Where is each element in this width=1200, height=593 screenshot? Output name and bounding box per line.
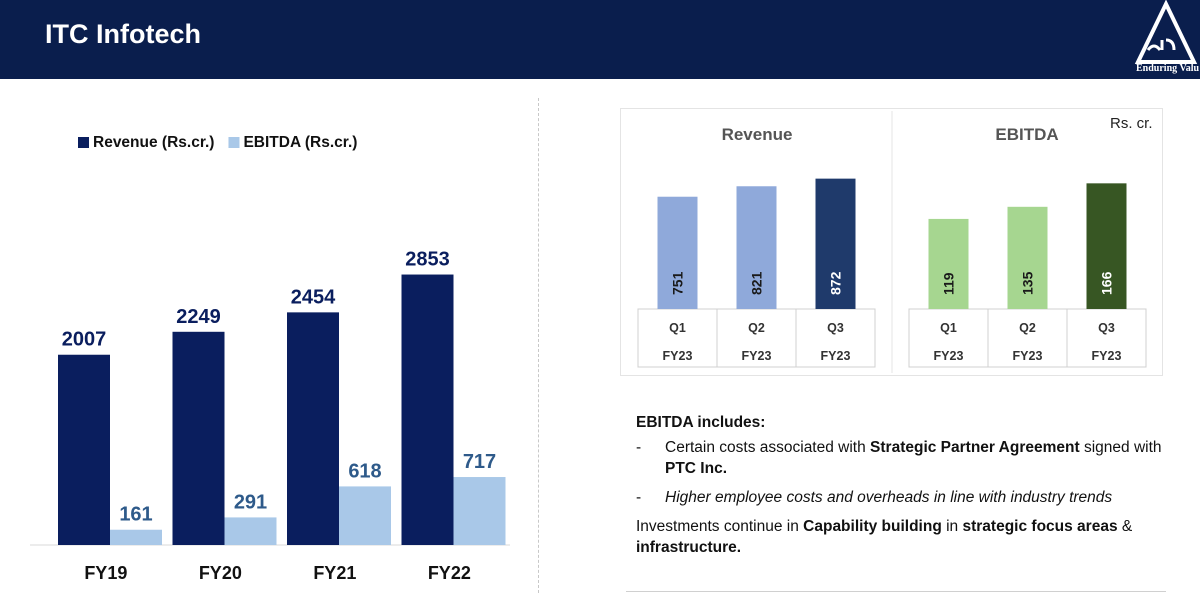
ebitda-notes: EBITDA includes: - Certain costs associa… (636, 412, 1166, 558)
data-label-ebitda-FY20: 291 (234, 491, 267, 513)
revenue-bar-Q2 FY23 (736, 186, 777, 309)
legend-swatch-0 (78, 137, 89, 148)
revenue-bar-Q1 FY23 (657, 196, 698, 309)
invest-bold-focus: strategic focus areas (962, 518, 1118, 535)
ebitda-mini-title: EBITDA (995, 125, 1058, 144)
legend-label-0: Revenue (Rs.cr.) (93, 134, 214, 151)
ebitda-cat-year-0: FY23 (934, 349, 964, 363)
invest-text: Investments continue in (636, 518, 804, 535)
revenue-cat-year-2: FY23 (821, 349, 851, 363)
annual-bar-chart: Revenue (Rs.cr.) EBITDA (Rs.cr.) 2007 161 FY… (30, 134, 510, 583)
revenue-cat-quarter-0: Q1 (669, 321, 686, 335)
bar-ebitda-FY22 (453, 477, 506, 545)
bullet-1-mid: signed with (1079, 439, 1162, 456)
bar-revenue-FY21 (287, 312, 339, 545)
quarterly-charts-panel: Revenue 751 Q1 FY23 821 Q2 FY23 872 Q3 FY23 EBITDA… (620, 108, 1163, 376)
section-divider (538, 98, 539, 593)
ebitda-value-label-Q1 FY23: 119 (941, 272, 957, 295)
category-label-FY20: FY20 (199, 563, 242, 583)
header-bar: ITC Infotech Enduring Valu (0, 0, 1200, 79)
category-label-FY22: FY22 (428, 563, 471, 583)
bullet-2-text: Higher employee costs and overheads in l… (665, 489, 1113, 506)
bar-revenue-FY22 (401, 274, 454, 545)
revenue-value-label-Q3 FY23: 872 (828, 271, 844, 295)
invest-bold-infra: infrastructure. (636, 539, 742, 556)
bullet-1-bold-agreement: Strategic Partner Agreement (870, 439, 1080, 456)
bullet-dash: - (636, 489, 642, 506)
investment-note: Investments continue in Capability build… (636, 516, 1166, 558)
revenue-bar-Q3 FY23 (815, 178, 856, 309)
invest-amp: & (1117, 518, 1133, 535)
bullet-1-text: Certain costs associated with (665, 439, 871, 456)
ebitda-value-label-Q2 FY23: 135 (1020, 271, 1036, 295)
revenue-value-label-Q1 FY23: 751 (670, 271, 686, 295)
legend-label-1: EBITDA (Rs.cr.) (243, 134, 357, 151)
ebitda-bar-Q2 FY23 (1007, 206, 1048, 309)
data-label-ebitda-FY21: 618 (348, 460, 381, 482)
revenue-cat-year-0: FY23 (663, 349, 693, 363)
bar-ebitda-FY20 (224, 517, 277, 545)
bar-revenue-FY19 (58, 354, 110, 545)
data-label-revenue-FY19: 2007 (62, 329, 107, 351)
itc-logo-icon (1134, 0, 1198, 64)
notes-heading: EBITDA includes: (636, 414, 766, 431)
revenue-cat-quarter-1: Q2 (748, 321, 765, 335)
revenue-cat-year-1: FY23 (742, 349, 772, 363)
legend-swatch-1 (228, 137, 240, 148)
ebitda-bar-Q3 FY23 (1086, 183, 1127, 309)
ebitda-cat-year-2: FY23 (1092, 349, 1122, 363)
ebitda-cat-year-1: FY23 (1013, 349, 1043, 363)
ebitda-cat-quarter-1: Q2 (1019, 321, 1036, 335)
quarterly-bar-charts: Revenue 751 Q1 FY23 821 Q2 FY23 872 Q3 FY23 EBITDA… (637, 111, 1147, 373)
unit-label: Rs. cr. (1110, 115, 1153, 132)
revenue-mini-title: Revenue (722, 125, 793, 144)
ebitda-bar-Q1 FY23 (928, 218, 969, 309)
bar-ebitda-FY19 (110, 529, 162, 545)
notes-bullet-1: - Certain costs associated with Strategi… (636, 437, 1166, 479)
data-label-revenue-FY22: 2853 (405, 249, 450, 271)
revenue-cat-quarter-2: Q3 (827, 321, 844, 335)
ebitda-value-label-Q3 FY23: 166 (1099, 271, 1115, 295)
ebitda-cat-quarter-0: Q1 (940, 321, 957, 335)
bar-ebitda-FY21 (339, 486, 391, 545)
invest-mid: in (941, 518, 963, 535)
revenue-value-label-Q2 FY23: 821 (749, 271, 765, 295)
data-label-revenue-FY20: 2249 (176, 306, 221, 328)
data-label-ebitda-FY19: 161 (119, 504, 152, 526)
bar-revenue-FY20 (172, 331, 225, 545)
bullet-dash: - (636, 439, 642, 456)
bottom-rule (626, 591, 1166, 592)
ebitda-cat-quarter-2: Q3 (1098, 321, 1115, 335)
notes-bullet-2: - Higher employee costs and overheads in… (636, 487, 1166, 508)
logo-tagline: Enduring Valu (1136, 63, 1200, 74)
data-label-ebitda-FY22: 717 (463, 451, 496, 473)
page-title: ITC Infotech (45, 19, 201, 49)
bullet-1-bold-ptc: PTC Inc. (665, 460, 728, 477)
invest-bold-capability: Capability building (803, 518, 942, 535)
category-label-FY19: FY19 (84, 563, 127, 583)
data-label-revenue-FY21: 2454 (291, 286, 336, 308)
category-label-FY21: FY21 (313, 563, 356, 583)
